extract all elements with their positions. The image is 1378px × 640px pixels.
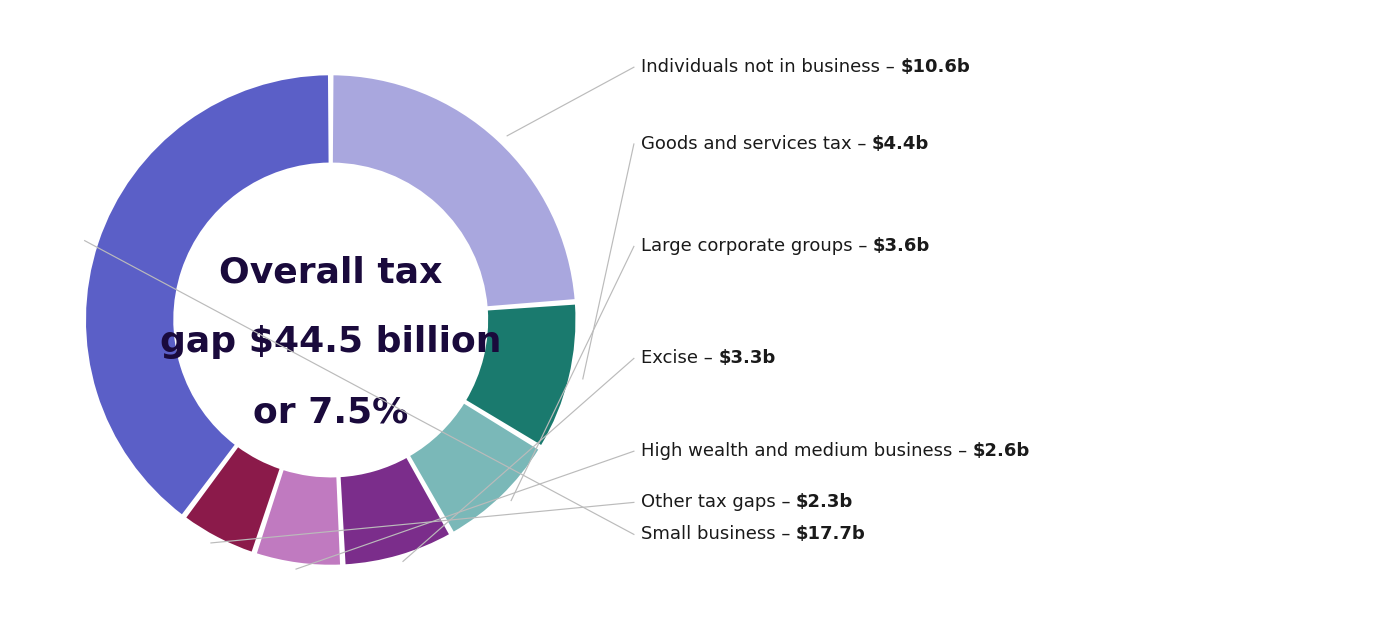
Wedge shape bbox=[409, 403, 540, 533]
Text: $2.3b: $2.3b bbox=[796, 493, 853, 511]
Text: $3.3b: $3.3b bbox=[718, 349, 776, 367]
Wedge shape bbox=[185, 446, 281, 553]
Text: or 7.5%: or 7.5% bbox=[254, 395, 408, 429]
Text: $17.7b: $17.7b bbox=[796, 525, 865, 543]
Text: gap $44.5 billion: gap $44.5 billion bbox=[160, 325, 502, 359]
Text: High wealth and medium business –: High wealth and medium business – bbox=[641, 442, 973, 460]
Text: Goods and services tax –: Goods and services tax – bbox=[641, 135, 872, 153]
Text: Individuals not in business –: Individuals not in business – bbox=[641, 58, 900, 76]
Wedge shape bbox=[332, 74, 576, 307]
Text: Other tax gaps –: Other tax gaps – bbox=[641, 493, 796, 511]
Text: Small business –: Small business – bbox=[641, 525, 796, 543]
Text: Large corporate groups –: Large corporate groups – bbox=[641, 237, 872, 255]
Text: $3.6b: $3.6b bbox=[872, 237, 930, 255]
Text: $4.4b: $4.4b bbox=[872, 135, 929, 153]
Wedge shape bbox=[85, 74, 329, 516]
Text: Overall tax: Overall tax bbox=[219, 255, 442, 289]
Text: Excise –: Excise – bbox=[641, 349, 718, 367]
Wedge shape bbox=[255, 469, 342, 566]
Text: $2.6b: $2.6b bbox=[973, 442, 1029, 460]
Text: $10.6b: $10.6b bbox=[900, 58, 970, 76]
Wedge shape bbox=[464, 303, 576, 446]
Wedge shape bbox=[339, 456, 451, 565]
